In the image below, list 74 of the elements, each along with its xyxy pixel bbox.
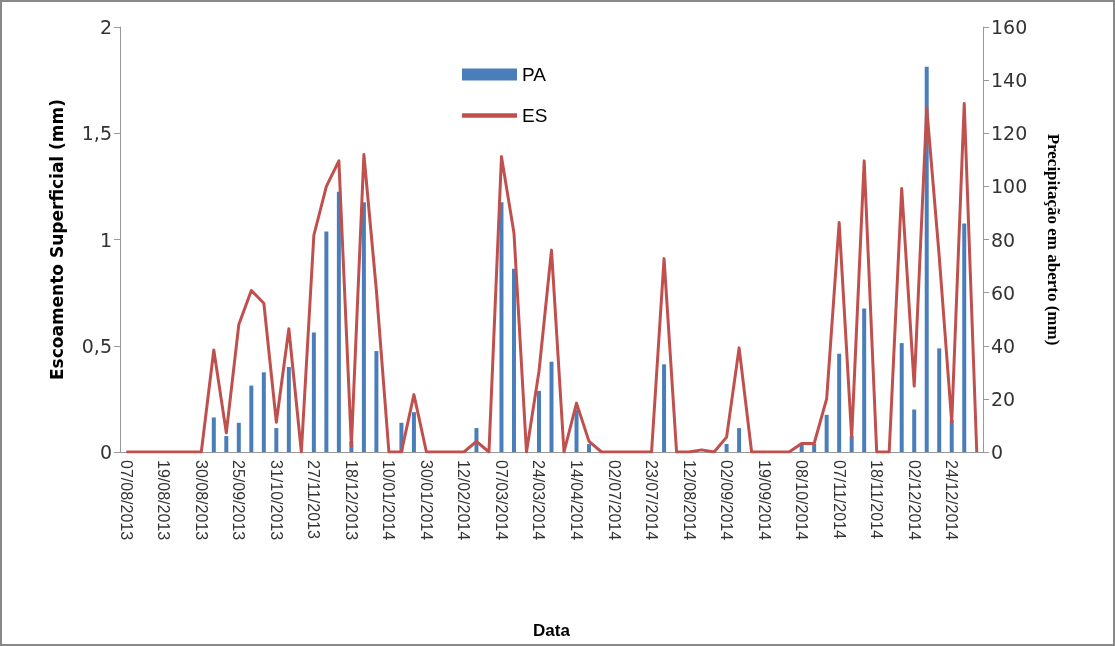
bar — [574, 409, 579, 452]
x-tick-label: 08/10/2014 — [793, 460, 811, 541]
bar — [937, 348, 942, 452]
y-tick-label: 2 — [99, 16, 112, 38]
x-tick-label: 19/09/2014 — [755, 460, 773, 541]
y2-tick-label: 20 — [991, 387, 1016, 410]
x-tick-label: 07/03/2014 — [492, 460, 510, 541]
x-tick-label: 07/11/2014 — [830, 460, 848, 539]
x-tick-label: 30/08/2013 — [192, 460, 210, 541]
bar — [536, 390, 541, 452]
y-tick-label: 1 — [99, 228, 112, 251]
bar — [824, 414, 829, 452]
bar — [311, 332, 316, 452]
bar — [374, 351, 379, 452]
x-tick-label: 12/08/2014 — [680, 460, 698, 541]
x-axis-title: Data — [533, 621, 571, 640]
bar — [662, 364, 667, 452]
bar — [236, 422, 241, 452]
y2-tick-label: 0 — [991, 441, 1004, 463]
bar — [286, 367, 291, 452]
x-tick-label: 10/01/2014 — [380, 460, 398, 541]
y2-tick-label: 80 — [991, 228, 1016, 251]
bar — [837, 353, 842, 452]
x-tick-label: 02/09/2014 — [718, 460, 736, 541]
bar — [211, 417, 216, 452]
y-tick-label: 0,5 — [81, 334, 112, 357]
bar — [862, 308, 867, 452]
y2-tick-label: 140 — [991, 69, 1028, 92]
x-tick-label: 07/08/2013 — [117, 460, 135, 541]
bar — [411, 412, 416, 452]
bar — [249, 385, 254, 452]
x-tick-label: 18/12/2013 — [342, 460, 360, 541]
bar — [899, 343, 904, 452]
bar — [499, 202, 504, 452]
x-tick-label: 27/11/2013 — [305, 460, 323, 539]
bar — [224, 436, 229, 452]
y2-axis-title: Precipitação em aberto (mm) — [1044, 133, 1063, 346]
bar — [737, 428, 742, 452]
bar — [587, 444, 592, 452]
x-tick-label: 19/08/2013 — [155, 460, 173, 541]
x-tick-label: 23/07/2014 — [643, 460, 661, 541]
y-tick-label: 1,5 — [81, 122, 112, 145]
bar — [324, 231, 329, 452]
line-series — [124, 102, 979, 454]
y2-tick-label: 160 — [991, 16, 1028, 38]
x-tick-label: 25/09/2013 — [230, 460, 248, 541]
x-tick-label: 30/01/2014 — [417, 460, 435, 541]
bar — [812, 444, 817, 452]
y-tick-label: 0 — [99, 441, 112, 463]
x-tick-label: 02/12/2014 — [905, 460, 923, 541]
x-tick-label: 14/04/2014 — [568, 460, 586, 541]
x-tick-label: 24/03/2014 — [530, 460, 548, 541]
legend-label: ES — [522, 105, 548, 126]
x-tick-label: 02/07/2014 — [605, 460, 623, 541]
bar — [511, 268, 516, 452]
bar — [549, 361, 554, 452]
y2-tick-label: 120 — [991, 122, 1028, 145]
bar — [361, 202, 366, 452]
bar — [261, 372, 266, 452]
bar — [962, 223, 967, 452]
bar — [336, 191, 341, 452]
x-tick-label: 24/12/2014 — [943, 460, 961, 541]
bar — [724, 444, 729, 452]
bar — [949, 420, 954, 452]
x-tick-label: 31/10/2013 — [267, 460, 285, 541]
y2-tick-label: 100 — [991, 175, 1028, 198]
legend-label: PA — [522, 64, 547, 85]
bar — [912, 409, 917, 452]
y2-tick-label: 60 — [991, 281, 1016, 304]
bar — [274, 428, 279, 452]
y2-tick-label: 40 — [991, 334, 1016, 357]
x-tick-label: 18/11/2014 — [868, 460, 886, 539]
y-axis-title: Escoamento Superficial (mm) — [46, 98, 67, 381]
x-tick-label: 12/02/2014 — [455, 460, 473, 541]
